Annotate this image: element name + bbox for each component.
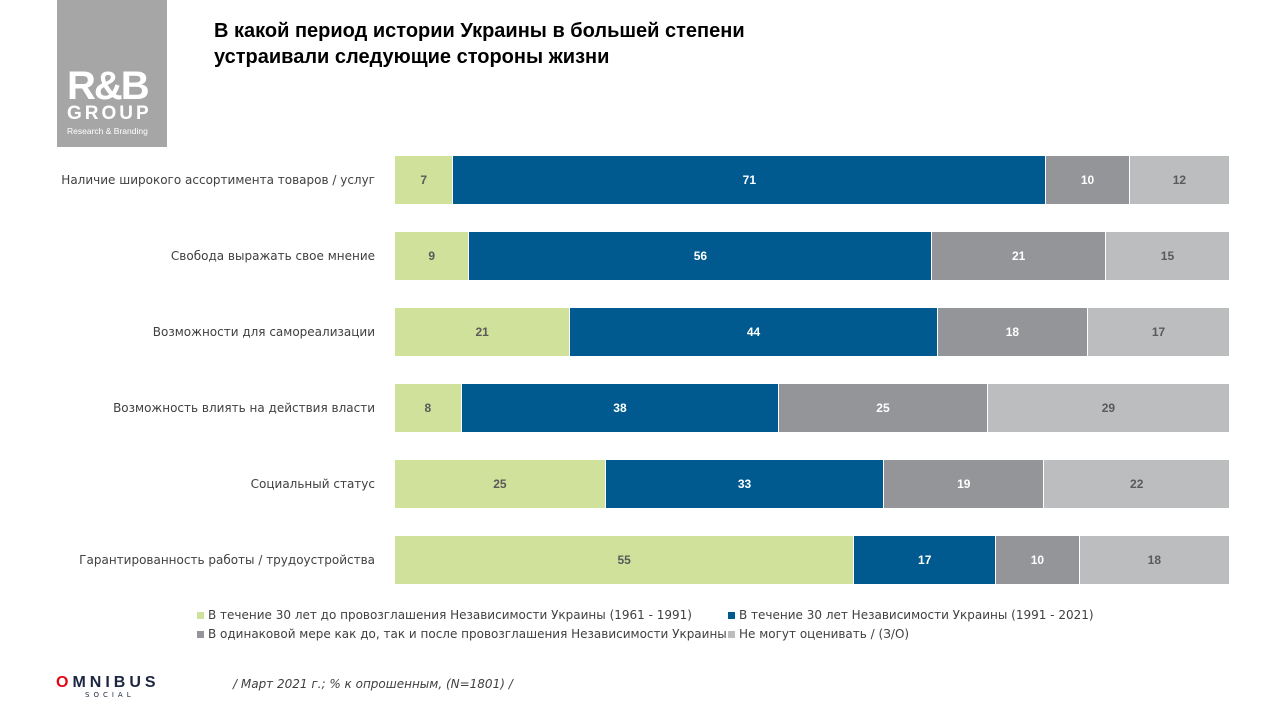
category-label: Гарантированность работы / трудоустройст… (79, 553, 375, 567)
category-label: Возможности для самореализации (152, 325, 375, 339)
bar-segment: 8 (395, 384, 462, 432)
bar-segment: 17 (1088, 308, 1230, 356)
legend-swatch (728, 630, 735, 638)
legend-label: Не могут оценивать / (З/О) (739, 627, 910, 641)
title-line: В какой период истории Украины в большей… (214, 20, 745, 42)
legend-label: В течение 30 лет до провозглашения Незав… (208, 608, 692, 622)
bar-segment: 12 (1129, 156, 1230, 204)
bar-segment: 38 (461, 384, 780, 432)
logo-sub: Research & Branding (67, 126, 148, 136)
bar-segment: 21 (395, 308, 571, 356)
bar-segment: 25 (779, 384, 988, 432)
category-label: Свобода выражать свое мнение (170, 249, 375, 263)
category-label: Наличие широкого ассортимента товаров / … (61, 173, 375, 187)
bar-segment: 10 (1046, 156, 1130, 204)
legend-item: В течение 30 лет Независимости Украины (… (728, 608, 1094, 622)
bar-segment: 56 (469, 232, 933, 280)
legend-item: Не могут оценивать / (З/О) (728, 627, 909, 641)
bar-segment: 55 (395, 536, 855, 584)
bar-segment: 25 (395, 460, 606, 508)
bar-segment: 10 (996, 536, 1080, 584)
category-label: Возможность влиять на действия власти (113, 401, 375, 415)
legend-swatch (197, 630, 204, 638)
legend-item: В одинаковой мере как до, так и после пр… (197, 627, 727, 641)
omnibus-logo: OMNIBUS (56, 674, 160, 691)
title-line: устраивали следующие стороны жизни (214, 46, 610, 68)
chart-title: В какой период истории Украины в большей… (214, 18, 745, 70)
bar-segment: 44 (570, 308, 938, 356)
legend-swatch (728, 611, 735, 619)
bar-segment: 33 (605, 460, 885, 508)
bar-segment: 17 (854, 536, 997, 584)
legend-swatch (197, 611, 204, 619)
logo-main: R&B (67, 64, 150, 108)
bar-segment: 15 (1105, 232, 1230, 280)
legend-label: В одинаковой мере как до, так и после пр… (208, 627, 727, 641)
bar-segment: 18 (937, 308, 1089, 356)
footnote: / Март 2021 г.; % к опрошенным, (N=1801)… (233, 677, 513, 691)
bar-segment: 22 (1044, 460, 1230, 508)
category-label: Социальный статус (250, 477, 375, 491)
bar-segment: 19 (884, 460, 1045, 508)
bar-segment: 29 (987, 384, 1230, 432)
rb-group-logo: R&B GROUP Research & Branding (57, 0, 167, 147)
bar-segment: 21 (932, 232, 1106, 280)
bar-segment: 71 (453, 156, 1047, 204)
bar-segment: 18 (1079, 536, 1230, 584)
logo-group: GROUP (67, 103, 152, 124)
bar-segment: 7 (395, 156, 454, 204)
legend-label: В течение 30 лет Независимости Украины (… (739, 608, 1094, 622)
bar-segment: 9 (395, 232, 470, 280)
omnibus-sub: SOCIAL (85, 691, 135, 699)
legend-item: В течение 30 лет до провозглашения Незав… (197, 608, 692, 622)
